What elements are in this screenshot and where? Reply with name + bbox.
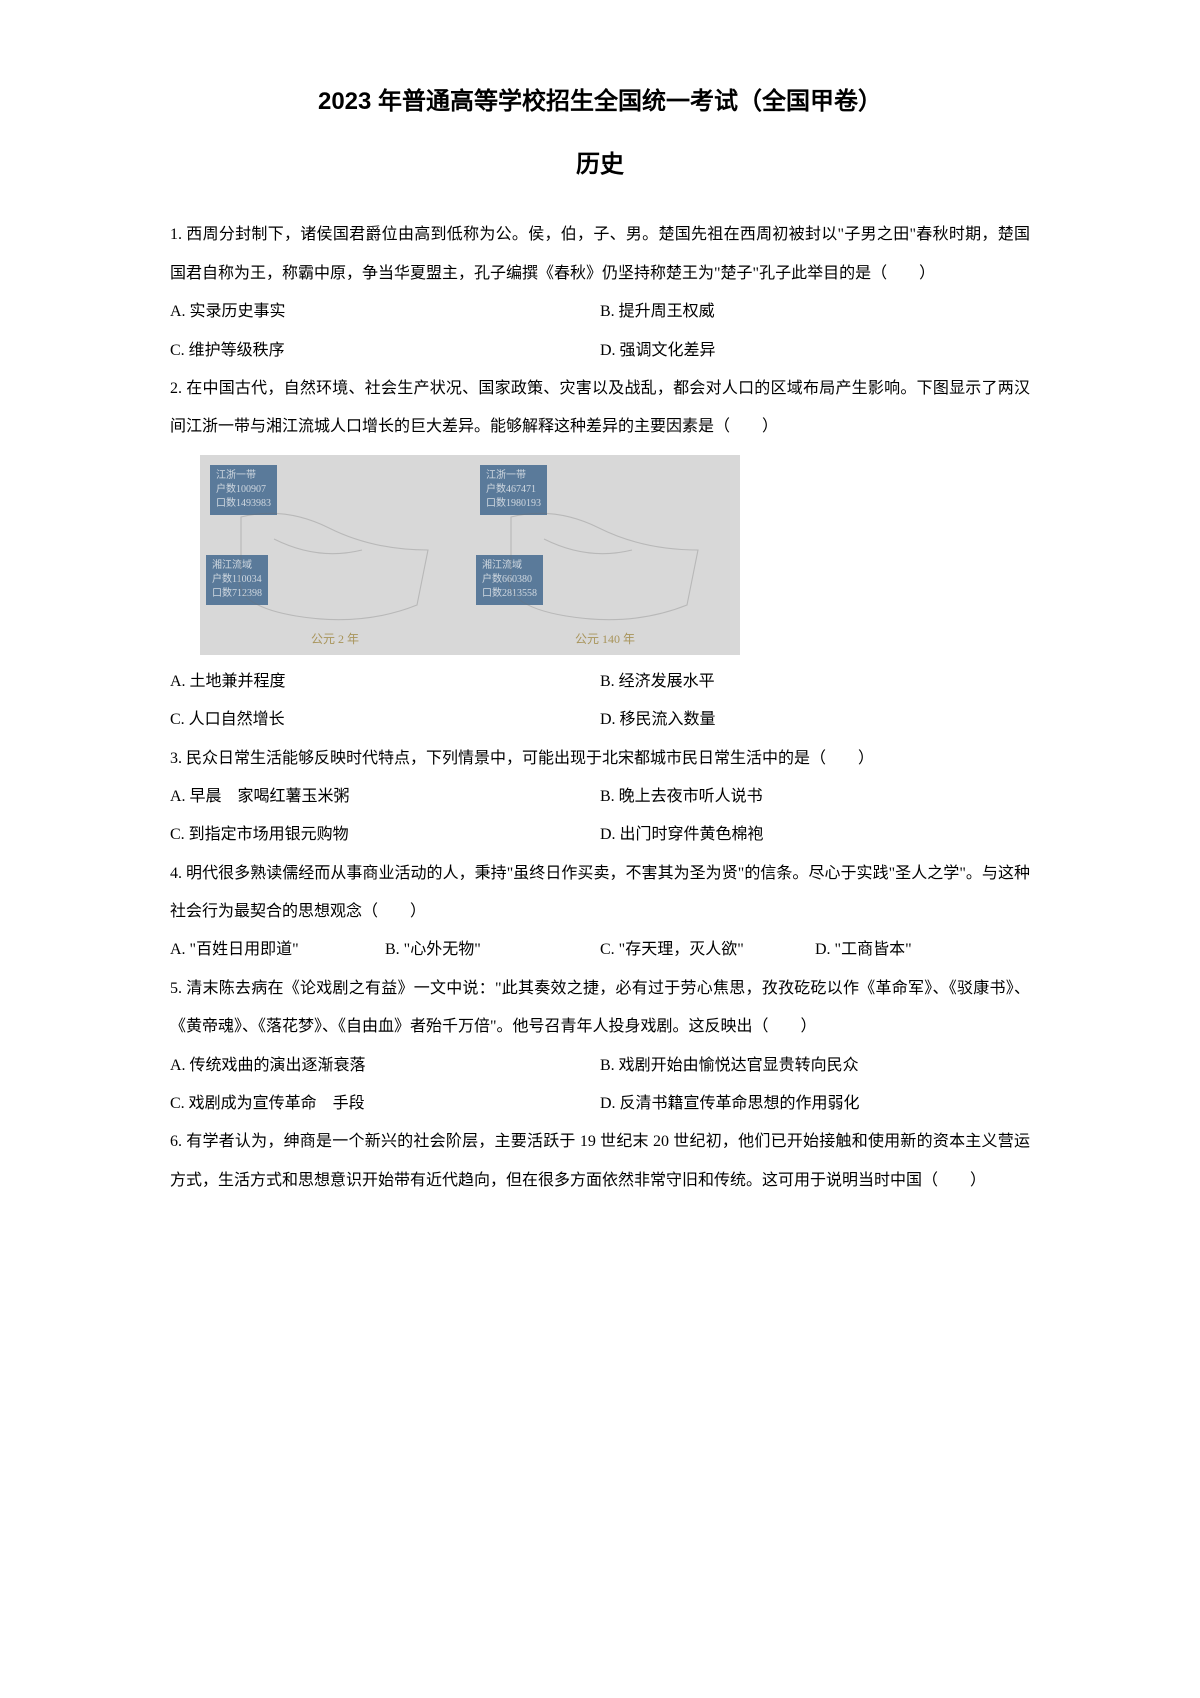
option-a: A. "百姓日用即道"	[170, 931, 385, 969]
map-caption-right: 公元 140 年	[575, 629, 635, 651]
question-stem: 5. 清末陈去病在《论戏剧之有益》一文中说："此其奏效之捷，必有过于劳心焦思，孜…	[170, 970, 1030, 1047]
option-d: D. 反清书籍宣传革命思想的作用弱化	[600, 1085, 1030, 1123]
option-c: C. 人口自然增长	[170, 701, 600, 739]
map-outline-icon	[500, 495, 720, 649]
option-b: B. 晚上去夜市听人说书	[600, 778, 1030, 816]
options-row: A. 早晨 家喝红薯玉米粥 B. 晚上去夜市听人说书	[170, 778, 1030, 816]
options-row: C. 戏剧成为宣传革命 手段 D. 反清书籍宣传革命思想的作用弱化	[170, 1085, 1030, 1123]
map-left: 江浙一带 户数100907 口数1493983 湘江流域 户数110034 口数…	[200, 455, 470, 655]
option-d: D. "工商皆本"	[815, 931, 1030, 969]
question-stem: 4. 明代很多熟读儒经而从事商业活动的人，秉持"虽终日作买卖，不害其为圣为贤"的…	[170, 855, 1030, 932]
options-row: A. 实录历史事实 B. 提升周王权威	[170, 293, 1030, 331]
option-c: C. "存天理，灭人欲"	[600, 931, 815, 969]
options-row: A. 传统戏曲的演出逐渐衰落 B. 戏剧开始由愉悦达官显贵转向民众	[170, 1047, 1030, 1085]
option-d: D. 强调文化差异	[600, 332, 1030, 370]
options-row: A. 土地兼并程度 B. 经济发展水平	[170, 663, 1030, 701]
map-image: 江浙一带 户数100907 口数1493983 湘江流域 户数110034 口数…	[200, 455, 740, 655]
question-stem: 1. 西周分封制下，诸侯国君爵位由高到低称为公。侯，伯，子、男。楚国先祖在西周初…	[170, 216, 1030, 293]
question-stem: 3. 民众日常生活能够反映时代特点，下列情景中，可能出现于北宋都城市民日常生活中…	[170, 740, 1030, 778]
options-row: A. "百姓日用即道" B. "心外无物" C. "存天理，灭人欲" D. "工…	[170, 931, 1030, 969]
option-a: A. 早晨 家喝红薯玉米粥	[170, 778, 600, 816]
option-a: A. 传统戏曲的演出逐渐衰落	[170, 1047, 600, 1085]
exam-title: 2023 年普通高等学校招生全国统一考试（全国甲卷）	[170, 80, 1030, 123]
option-c: C. 戏剧成为宣传革命 手段	[170, 1085, 600, 1123]
options-row: C. 到指定市场用银元购物 D. 出门时穿件黄色棉袍	[170, 816, 1030, 854]
option-a: A. 实录历史事实	[170, 293, 600, 331]
map-caption-left: 公元 2 年	[311, 629, 359, 651]
option-a: A. 土地兼并程度	[170, 663, 600, 701]
options-row: C. 维护等级秩序 D. 强调文化差异	[170, 332, 1030, 370]
option-b: B. "心外无物"	[385, 931, 600, 969]
question-stem: 2. 在中国古代，自然环境、社会生产状况、国家政策、灾害以及战乱，都会对人口的区…	[170, 370, 1030, 447]
subject-title: 历史	[170, 143, 1030, 186]
map-right: 江浙一带 户数467471 口数1980193 湘江流域 户数660380 口数…	[470, 455, 740, 655]
map-outline-icon	[230, 495, 450, 649]
option-b: B. 提升周王权威	[600, 293, 1030, 331]
option-d: D. 移民流入数量	[600, 701, 1030, 739]
option-b: B. 经济发展水平	[600, 663, 1030, 701]
option-c: C. 维护等级秩序	[170, 332, 600, 370]
options-row: C. 人口自然增长 D. 移民流入数量	[170, 701, 1030, 739]
option-c: C. 到指定市场用银元购物	[170, 816, 600, 854]
question-stem: 6. 有学者认为，绅商是一个新兴的社会阶层，主要活跃于 19 世纪末 20 世纪…	[170, 1123, 1030, 1200]
option-d: D. 出门时穿件黄色棉袍	[600, 816, 1030, 854]
option-b: B. 戏剧开始由愉悦达官显贵转向民众	[600, 1047, 1030, 1085]
